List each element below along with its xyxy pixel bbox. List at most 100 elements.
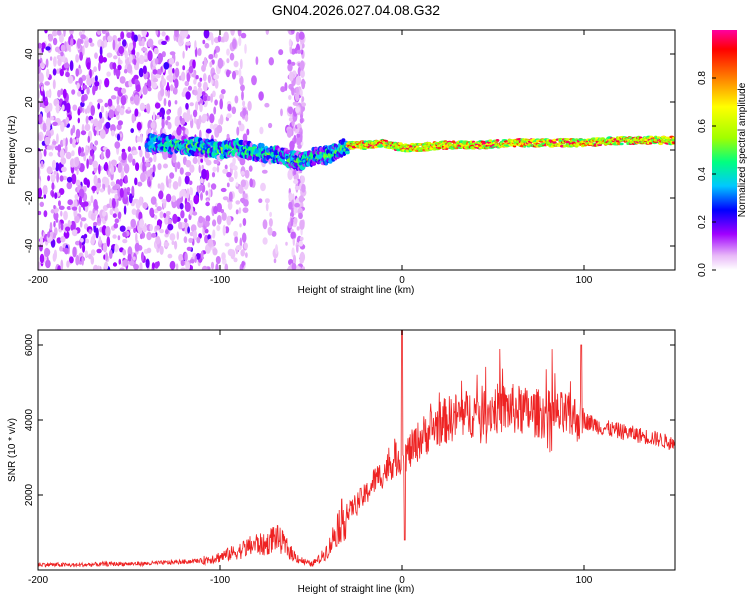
spectrogram-noise-cell: [136, 136, 141, 143]
spectrogram-noise-cell: [101, 30, 107, 34]
spectrogram-noise-cell: [117, 211, 122, 220]
spectrogram-noise-cell: [210, 261, 215, 270]
spectrogram-noise-cell: [296, 133, 301, 138]
spectrogram-noise-cell: [300, 49, 304, 55]
colorbar-label: Normalized spectral amplitude: [737, 82, 748, 217]
spectrogram-noise-cell: [39, 201, 44, 207]
spectrogram-noise-cell: [93, 66, 97, 73]
spectrogram-noise-cell: [154, 102, 161, 109]
spectrogram-noise-cell: [242, 107, 247, 117]
spectrogram-noise-cell: [41, 42, 46, 49]
spectrogram-noise-cell: [289, 140, 295, 150]
spectrogram-noise-cell: [179, 202, 184, 210]
spectrogram-noise-cell: [116, 95, 120, 106]
spectrogram-noise-cell: [113, 223, 119, 229]
spectrogram-noise-cell: [175, 263, 179, 270]
spectrogram-noise-cell: [161, 40, 167, 46]
spectrogram-noise-cell: [131, 113, 135, 124]
spectrogram-noise-cell: [220, 89, 226, 95]
spectrogram-noise-cell: [174, 78, 179, 89]
spectrogram-noise-cell: [54, 46, 61, 53]
spectrogram-noise-cell: [251, 75, 257, 86]
spectrogram-noise-cell: [56, 68, 60, 74]
spectrogram-noise-cell: [75, 68, 79, 77]
spectrogram-noise-cell: [127, 246, 133, 257]
spectrogram-noise-cell: [244, 43, 247, 54]
spectrogram-noise-cell: [84, 123, 91, 132]
spectrogram-noise-cell: [65, 151, 72, 160]
spectrogram-noise-cell: [46, 166, 53, 175]
spectrogram-noise-cell: [202, 81, 208, 92]
spectrogram-noise-cell: [157, 163, 162, 171]
spectrogram-noise-cell: [141, 38, 145, 47]
spectrogram-noise-cell: [95, 182, 102, 189]
spectrogram-noise-cell: [223, 31, 229, 43]
spectrogram-noise-cell: [71, 173, 77, 185]
spectrogram-noise-cell: [156, 261, 160, 267]
spectrogram-noise-cell: [118, 258, 122, 265]
spectrogram-noise-cell: [101, 176, 108, 185]
spectrogram-noise-cell: [188, 237, 193, 243]
spectrogram-noise-cell: [185, 171, 192, 177]
spectrogram-noise-cell: [152, 164, 156, 174]
spectrogram-noise-cell: [261, 169, 268, 174]
spectrogram-noise-cell: [63, 30, 66, 37]
spectrogram-noise-cell: [133, 94, 140, 106]
spectrogram-noise-cell: [128, 42, 134, 51]
spectrogram-noise-cell: [243, 242, 248, 250]
spectrogram-noise-cell: [74, 156, 80, 167]
spectrogram-noise-cell: [171, 195, 177, 203]
spectrogram-noise-cell: [202, 39, 206, 45]
spectrogram-noise-cell: [221, 252, 226, 261]
spectrogram-noise-cell: [199, 77, 203, 82]
spectrogram-noise-cell: [163, 241, 170, 247]
spectrogram-noise-cell: [185, 91, 191, 100]
spectrogram-noise-cell: [52, 30, 58, 37]
spectrogram-noise-cell: [52, 252, 57, 262]
spectrogram-noise-cell: [93, 221, 98, 227]
spectrogram-noise-cell: [232, 157, 236, 165]
spectrogram-ridge-cell: [658, 142, 663, 146]
spectrogram-noise-cell: [167, 99, 172, 108]
spectrogram-noise-cell: [128, 260, 135, 266]
spectrogram-noise-cell: [75, 179, 81, 187]
spectrogram-noise-cell: [151, 262, 155, 270]
spectrogram-noise-cell: [90, 105, 95, 116]
spectrogram-noise-cell: [184, 201, 191, 213]
spectrogram-noise-cell: [258, 198, 263, 203]
spectrogram-noise-cell: [136, 121, 142, 131]
spectrogram-noise-cell: [232, 70, 236, 80]
spectrogram-noise-cell: [63, 210, 68, 221]
spectrogram-noise-cell: [78, 205, 82, 213]
spectrogram-noise-cell: [296, 86, 299, 94]
spectrogram-noise-cell: [167, 223, 174, 231]
spectrogram-noise-cell: [172, 213, 178, 224]
spectrogram-noise-cell: [180, 210, 185, 219]
spectrogram-noise-cell: [93, 174, 98, 186]
spectrogram-noise-cell: [234, 95, 239, 104]
spectrogram-noise-cell: [268, 122, 273, 129]
spectrogram-noise-cell: [198, 215, 204, 224]
spectrogram-noise-cell: [175, 61, 180, 67]
spectrogram-noise-cell: [212, 219, 217, 227]
spectrogram-noise-cell: [204, 228, 209, 234]
spectrogram-noise-cell: [98, 61, 101, 72]
spectrogram-noise-cell: [174, 161, 178, 173]
spectrogram-noise-cell: [188, 180, 193, 186]
spectrogram-noise-cell: [242, 133, 248, 142]
spectrogram-noise-cell: [264, 198, 270, 204]
spectrogram-noise-cell: [119, 225, 126, 232]
spectrogram-noise-cell: [112, 39, 116, 51]
spectrogram-noise-cell: [191, 73, 197, 78]
spectrogram-noise-cell: [39, 236, 44, 246]
spectrogram-noise-cell: [97, 30, 101, 36]
spectrogram-noise-cell: [301, 102, 307, 107]
spectrogram-noise-cell: [198, 164, 201, 174]
spectrogram-noise-cell: [46, 68, 50, 79]
spectrogram-noise-cell: [40, 85, 44, 92]
spectrogram-noise-cell: [126, 32, 132, 39]
spectrogram-noise-cell: [199, 177, 204, 184]
spectrogram-noise-cell: [139, 218, 145, 228]
spectrogram-noise-cell: [299, 117, 304, 124]
spectrogram-noise-cell: [106, 236, 111, 248]
